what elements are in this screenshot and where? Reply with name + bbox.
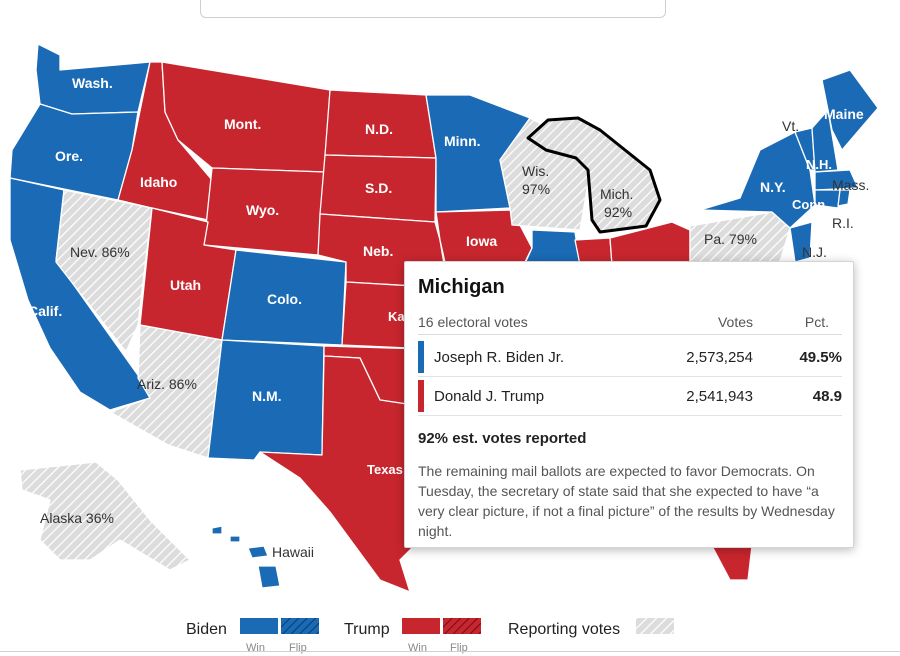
state-new-hampshire[interactable] — [811, 109, 839, 173]
tooltip-note: The remaining mail ballots are expected … — [418, 463, 835, 539]
label-ore: Ore. — [55, 148, 83, 164]
label-mont: Mont. — [224, 116, 261, 132]
votes-header: Votes — [717, 314, 753, 330]
label-hawaii: Hawaii — [272, 544, 314, 560]
label-ariz: Ariz. 86% — [137, 376, 197, 392]
party-color-bar — [418, 341, 424, 373]
candidate-name: Donald J. Trump — [434, 388, 545, 405]
state-maine[interactable] — [821, 69, 879, 151]
label-nj: N.J. — [802, 244, 827, 260]
label-wis-pct: 97% — [522, 181, 550, 197]
label-wis: Wis. — [522, 163, 549, 179]
candidate-row: Donald J. Trump 2,541,943 48.9 — [418, 377, 842, 416]
label-idaho: Idaho — [140, 174, 177, 190]
legend-trump-label: Trump — [344, 621, 390, 638]
candidate-row: Joseph R. Biden Jr. 2,573,254 49.5% — [418, 338, 842, 377]
label-utah: Utah — [170, 277, 201, 293]
candidate-votes: 2,541,943 — [686, 388, 753, 405]
state-michigan[interactable] — [526, 116, 662, 234]
divider — [0, 651, 900, 652]
label-iowa: Iowa — [466, 233, 497, 249]
state-pennsylvania[interactable] — [689, 211, 791, 265]
candidate-votes: 2,573,254 — [686, 349, 753, 366]
state-rhode-island[interactable] — [837, 189, 851, 207]
legend-biden-flip-swatch — [281, 618, 319, 634]
label-mass: Mass. — [832, 177, 869, 193]
legend-biden-win-swatch — [240, 618, 278, 634]
label-wash: Wash. — [72, 75, 113, 91]
legend-win-label: Win — [246, 642, 265, 654]
label-wyo: Wyo. — [246, 202, 279, 218]
legend-flip-label: Flip — [289, 642, 307, 654]
legend-biden-label: Biden — [186, 621, 227, 638]
label-kan: Ka — [388, 309, 405, 324]
label-neb: Neb. — [363, 243, 393, 259]
legend-reporting-swatch — [636, 618, 674, 634]
state-hawaii[interactable] — [211, 525, 281, 589]
candidate-pct: 49.5% — [799, 349, 842, 366]
state-massachusetts[interactable] — [814, 169, 859, 191]
state-new-jersey[interactable] — [789, 221, 813, 263]
legend-trump-flip-swatch — [443, 618, 481, 634]
label-vt: Vt. — [782, 118, 799, 134]
label-minn: Minn. — [444, 133, 481, 149]
label-sd: S.D. — [365, 180, 392, 196]
legend-trump-win-swatch — [402, 618, 440, 634]
map-legend: Biden Win Flip Trump Win Flip Reporting … — [0, 612, 900, 656]
label-pa: Pa. 79% — [704, 231, 757, 247]
state-tooltip: Michigan 16 electoral votes Votes Pct. J… — [404, 261, 854, 548]
legend-win-label: Win — [408, 642, 427, 654]
label-nev: Nev. 86% — [70, 244, 130, 260]
state-florida[interactable] — [711, 545, 753, 581]
label-conn: Conn. — [792, 197, 829, 212]
label-texas: Texas — [367, 462, 403, 477]
electoral-votes: 16 electoral votes — [418, 314, 528, 330]
votes-reported: 92% est. votes reported — [418, 430, 587, 447]
search-box[interactable] — [200, 0, 666, 18]
label-nd: N.D. — [365, 121, 393, 137]
label-colo: Colo. — [267, 291, 302, 307]
label-mich-pct: 92% — [604, 204, 632, 220]
state-connecticut[interactable] — [814, 189, 841, 209]
label-mich: Mich. — [600, 186, 633, 202]
candidate-pct: 48.9 — [812, 388, 842, 405]
label-ri: R.I. — [832, 215, 854, 231]
state-alaska[interactable] — [19, 461, 191, 571]
legend-flip-label: Flip — [450, 642, 468, 654]
label-alaska: Alaska 36% — [40, 510, 114, 526]
legend-reporting-label: Reporting votes — [508, 621, 621, 638]
pct-header: Pct. — [804, 314, 829, 330]
state-new-york[interactable] — [699, 131, 816, 229]
label-nm: N.M. — [252, 388, 282, 404]
tooltip-state-name: Michigan — [418, 276, 505, 298]
party-color-bar — [418, 380, 424, 412]
label-ny: N.Y. — [760, 179, 786, 195]
label-nh: N.H. — [806, 157, 832, 172]
label-maine: Maine — [824, 106, 864, 122]
tooltip-header: 16 electoral votes Votes Pct. — [418, 314, 842, 335]
label-calif: Calif. — [28, 303, 62, 319]
candidate-name: Joseph R. Biden Jr. — [434, 349, 565, 366]
